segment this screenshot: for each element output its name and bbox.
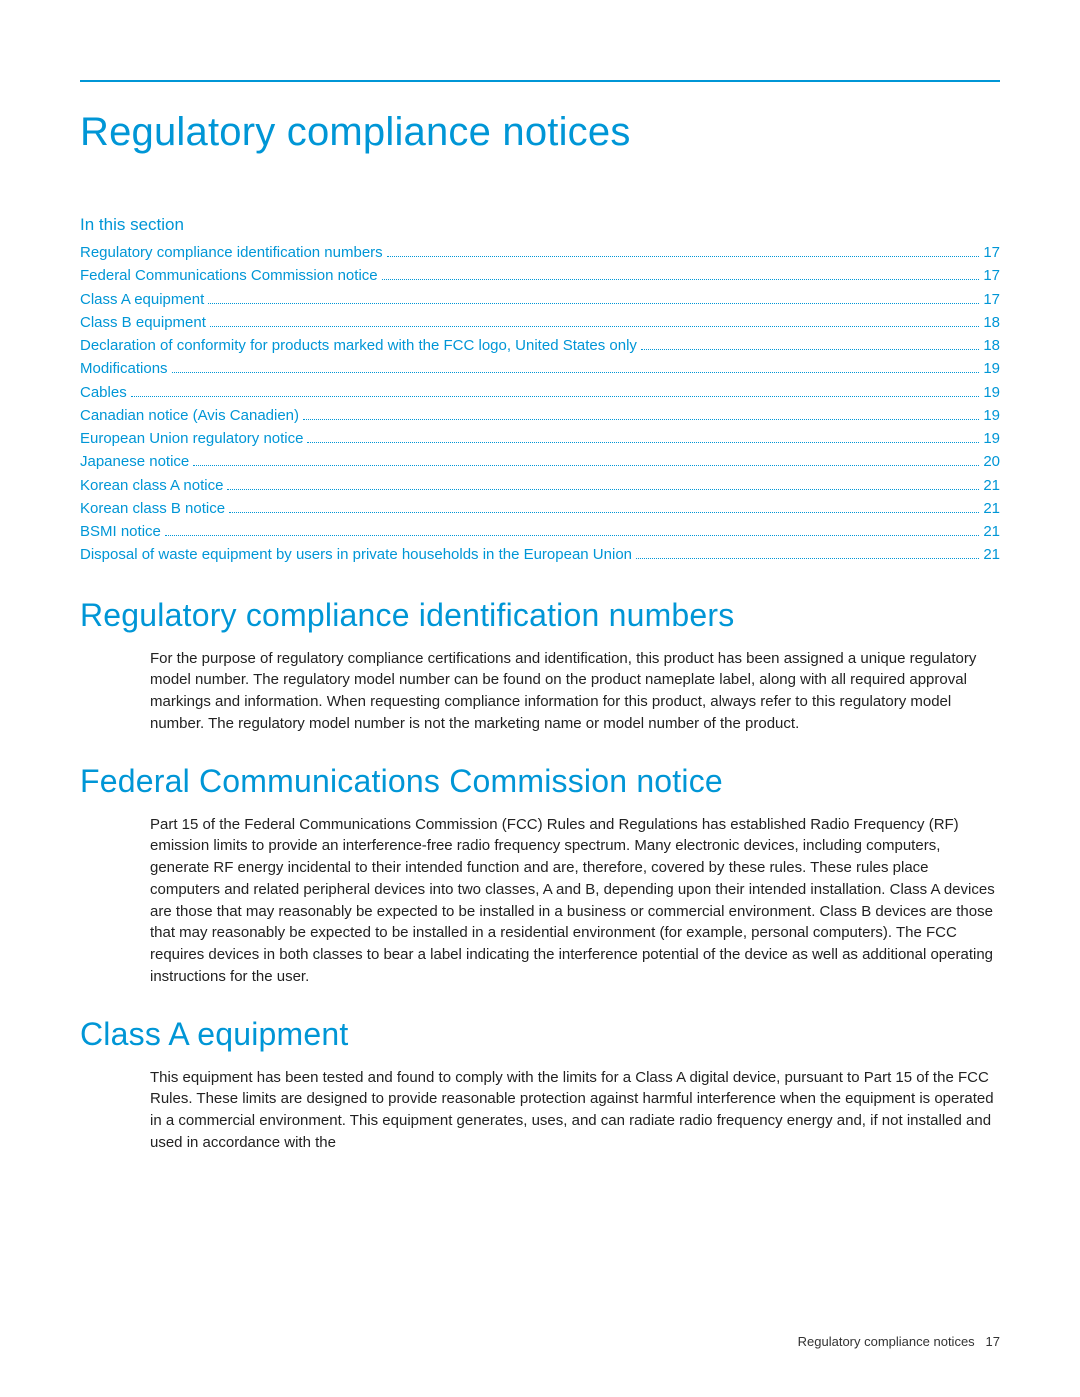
toc-page-number: 19	[983, 357, 1000, 380]
toc-leader-dots	[172, 372, 980, 373]
toc-row[interactable]: Korean class A notice 21	[80, 474, 1000, 497]
toc-leader-dots	[641, 349, 979, 350]
toc-page-number: 21	[983, 474, 1000, 497]
toc-page-number: 21	[983, 543, 1000, 566]
toc-label: Japanese notice	[80, 450, 189, 473]
page-title: Regulatory compliance notices	[80, 110, 1000, 155]
toc-row[interactable]: BSMI notice 21	[80, 520, 1000, 543]
toc-label: Modifications	[80, 357, 168, 380]
toc-row[interactable]: Class A equipment 17	[80, 288, 1000, 311]
section-heading: Regulatory compliance identification num…	[80, 597, 1000, 634]
toc-page-number: 17	[983, 264, 1000, 287]
table-of-contents: Regulatory compliance identification num…	[80, 241, 1000, 567]
toc-label: Disposal of waste equipment by users in …	[80, 543, 632, 566]
toc-row[interactable]: Declaration of conformity for products m…	[80, 334, 1000, 357]
toc-leader-dots	[229, 512, 979, 513]
toc-label: Class B equipment	[80, 311, 206, 334]
toc-leader-dots	[387, 256, 980, 257]
toc-row[interactable]: Modifications 19	[80, 357, 1000, 380]
toc-leader-dots	[193, 465, 979, 466]
toc-leader-dots	[208, 303, 979, 304]
section-heading: Class A equipment	[80, 1016, 1000, 1053]
toc-page-number: 17	[983, 288, 1000, 311]
section-body: Part 15 of the Federal Communications Co…	[150, 814, 1000, 988]
top-rule	[80, 80, 1000, 82]
toc-label: Regulatory compliance identification num…	[80, 241, 383, 264]
toc-page-number: 18	[983, 334, 1000, 357]
toc-leader-dots	[307, 442, 979, 443]
toc-label: Class A equipment	[80, 288, 204, 311]
toc-label: Korean class A notice	[80, 474, 223, 497]
toc-leader-dots	[165, 535, 979, 536]
document-page: Regulatory compliance notices In this se…	[0, 0, 1080, 1204]
toc-label: Canadian notice (Avis Canadien)	[80, 404, 299, 427]
toc-page-number: 21	[983, 520, 1000, 543]
in-this-section-label: In this section	[80, 215, 1000, 235]
toc-page-number: 17	[983, 241, 1000, 264]
toc-row[interactable]: Korean class B notice 21	[80, 497, 1000, 520]
toc-row[interactable]: Class B equipment 18	[80, 311, 1000, 334]
toc-leader-dots	[382, 279, 980, 280]
toc-row[interactable]: Canadian notice (Avis Canadien) 19	[80, 404, 1000, 427]
section-heading: Federal Communications Commission notice	[80, 763, 1000, 800]
toc-leader-dots	[210, 326, 979, 327]
toc-page-number: 19	[983, 381, 1000, 404]
footer-label: Regulatory compliance notices	[798, 1334, 975, 1349]
toc-leader-dots	[303, 419, 979, 420]
toc-page-number: 19	[983, 427, 1000, 450]
toc-row[interactable]: Japanese notice 20	[80, 450, 1000, 473]
toc-row[interactable]: Cables 19	[80, 381, 1000, 404]
toc-leader-dots	[636, 558, 979, 559]
toc-page-number: 19	[983, 404, 1000, 427]
toc-row[interactable]: Disposal of waste equipment by users in …	[80, 543, 1000, 566]
toc-row[interactable]: European Union regulatory notice 19	[80, 427, 1000, 450]
toc-label: European Union regulatory notice	[80, 427, 303, 450]
section-body: This equipment has been tested and found…	[150, 1067, 1000, 1154]
toc-page-number: 20	[983, 450, 1000, 473]
toc-label: BSMI notice	[80, 520, 161, 543]
toc-label: Declaration of conformity for products m…	[80, 334, 637, 357]
footer-page-number: 17	[986, 1334, 1000, 1349]
page-footer: Regulatory compliance notices 17	[798, 1334, 1000, 1349]
toc-page-number: 18	[983, 311, 1000, 334]
toc-label: Korean class B notice	[80, 497, 225, 520]
toc-label: Cables	[80, 381, 127, 404]
toc-leader-dots	[131, 396, 980, 397]
toc-row[interactable]: Regulatory compliance identification num…	[80, 241, 1000, 264]
toc-page-number: 21	[983, 497, 1000, 520]
toc-label: Federal Communications Commission notice	[80, 264, 378, 287]
toc-leader-dots	[227, 489, 979, 490]
section-body: For the purpose of regulatory compliance…	[150, 648, 1000, 735]
toc-row[interactable]: Federal Communications Commission notice…	[80, 264, 1000, 287]
